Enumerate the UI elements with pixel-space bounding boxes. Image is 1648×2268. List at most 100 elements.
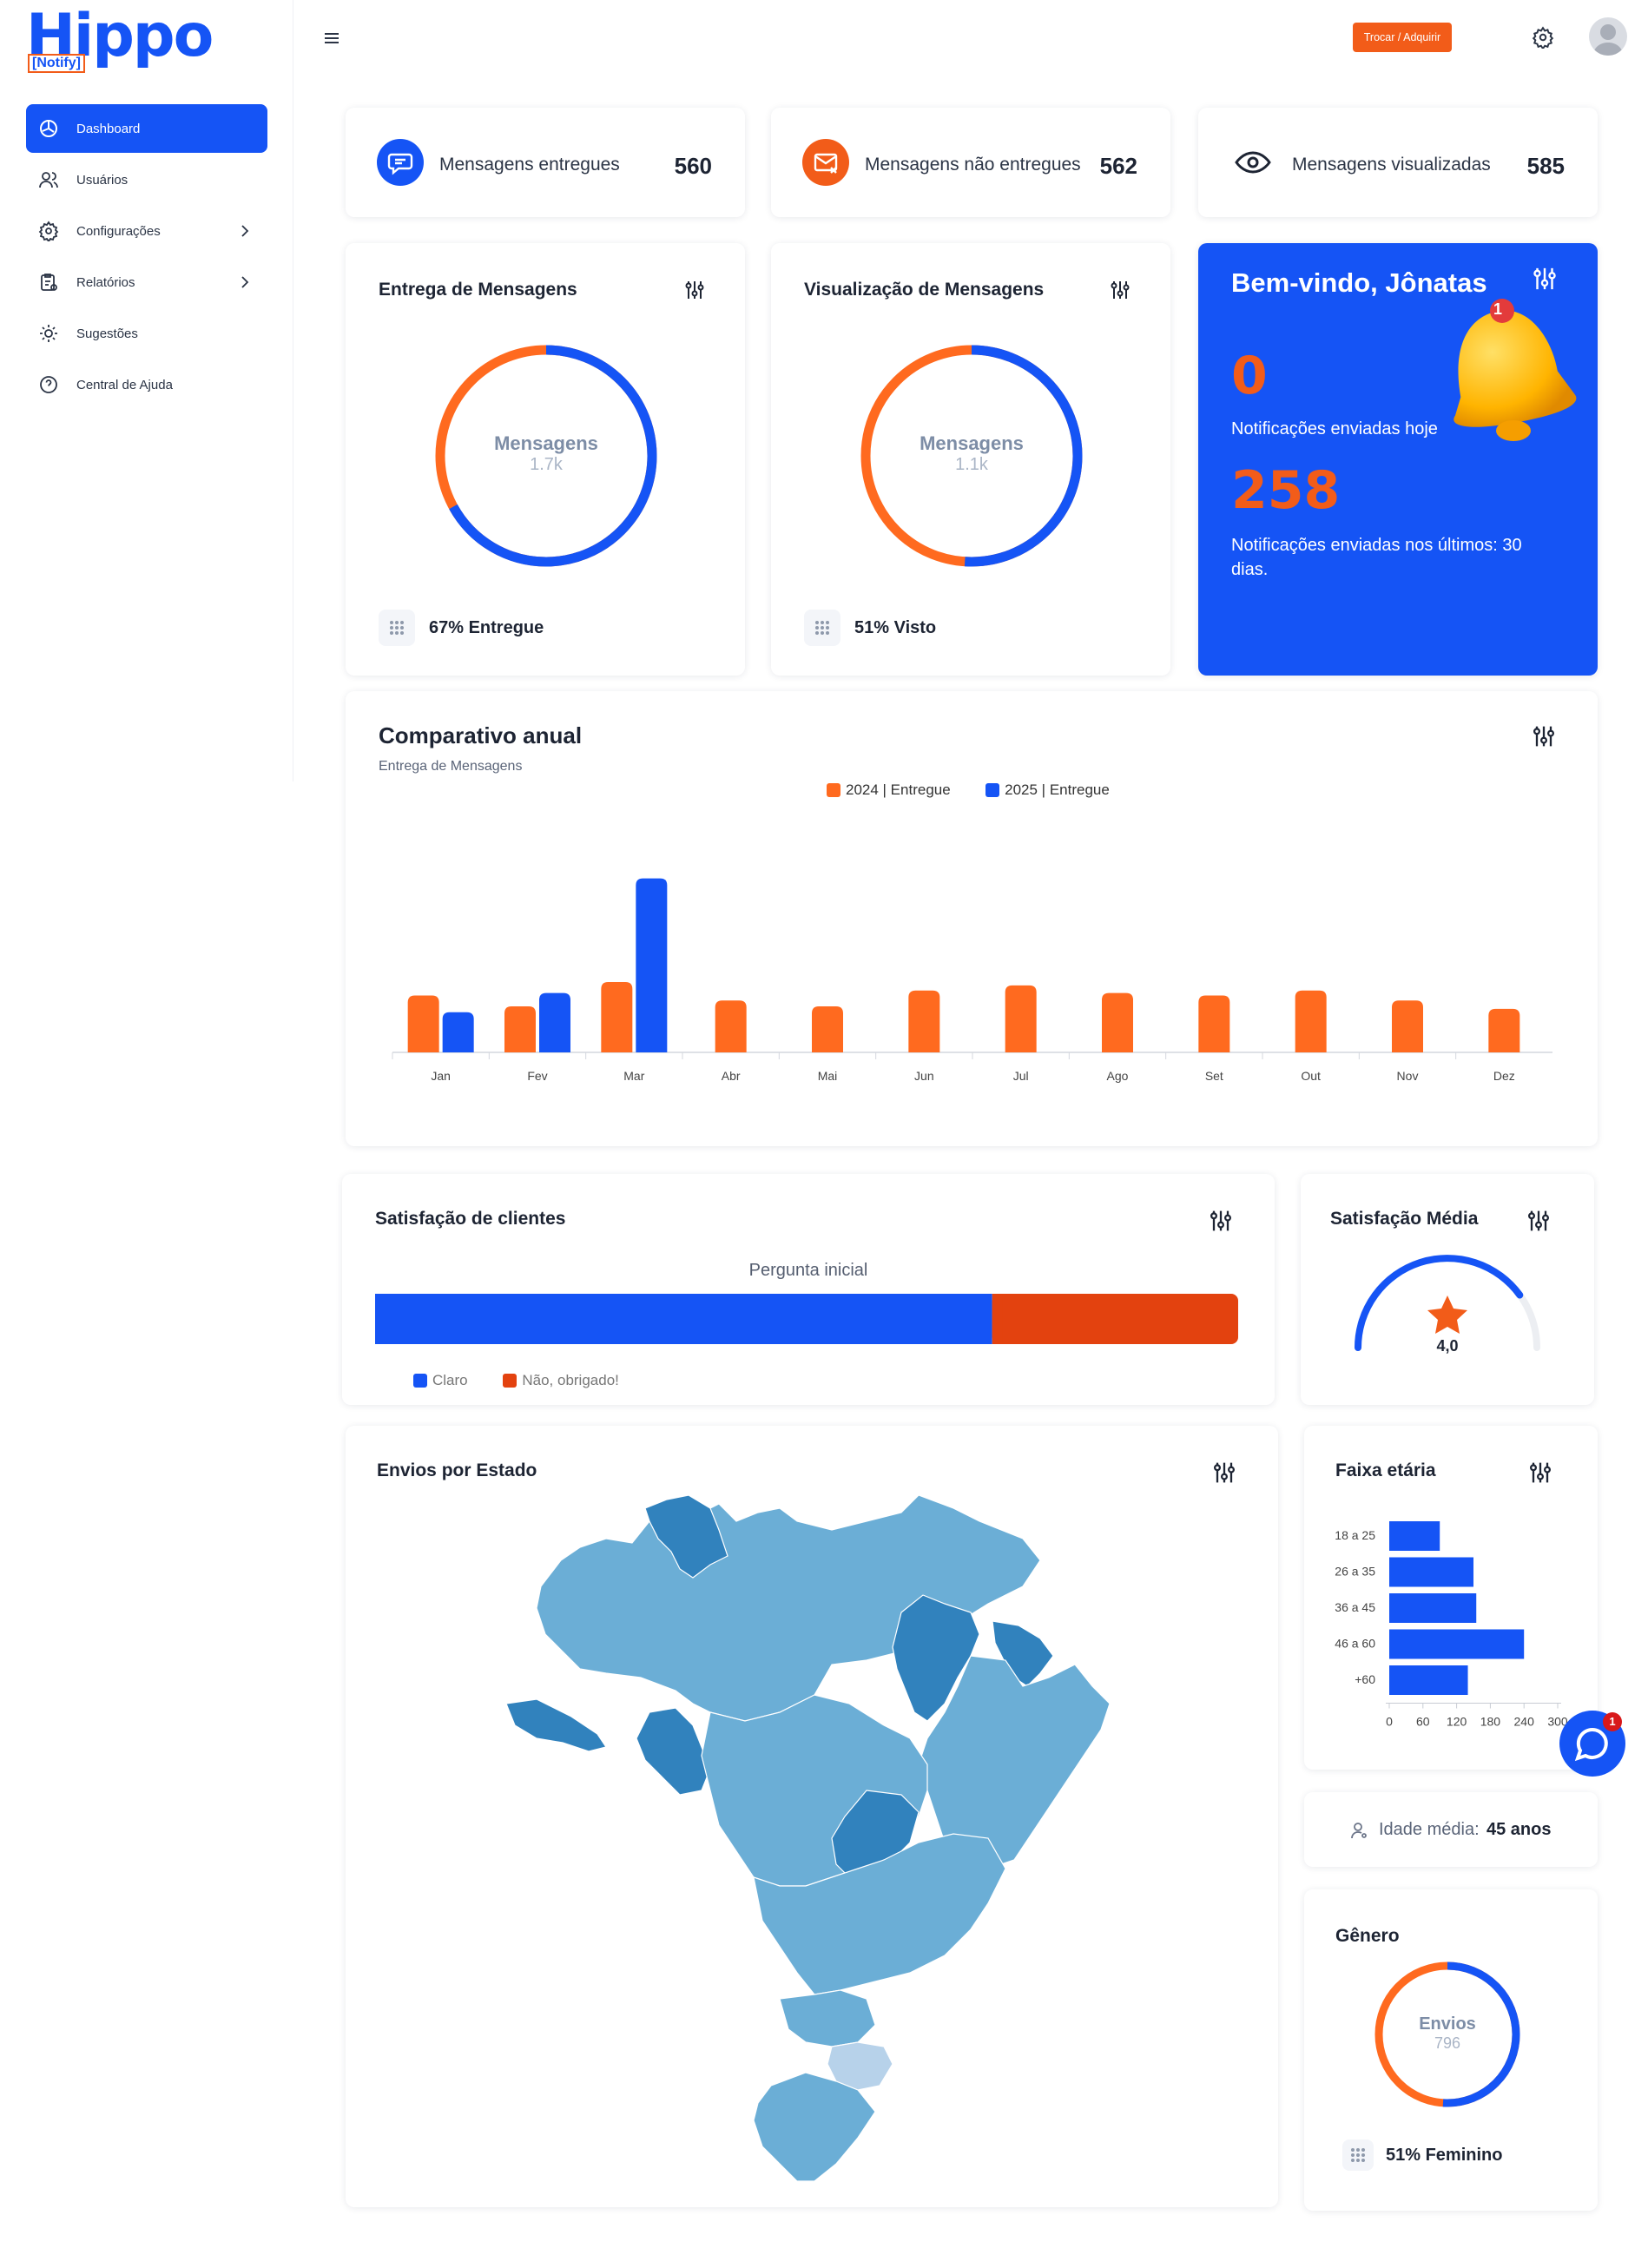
stat-value: 560 bbox=[674, 153, 712, 179]
settings-gear-icon[interactable] bbox=[1532, 26, 1554, 49]
bar[interactable] bbox=[1198, 995, 1230, 1052]
sidebar-item-usuarios[interactable]: Usuários bbox=[26, 155, 267, 204]
bar[interactable] bbox=[1389, 1629, 1525, 1659]
x-tick-label: Mar bbox=[623, 1069, 644, 1083]
bar[interactable] bbox=[601, 982, 633, 1052]
filter-settings-icon[interactable] bbox=[1526, 1459, 1554, 1487]
bar[interactable] bbox=[1005, 985, 1037, 1052]
legend-item[interactable]: Claro bbox=[413, 1372, 468, 1389]
map-region-rondonia[interactable] bbox=[636, 1707, 711, 1796]
x-tick-label: 180 bbox=[1480, 1715, 1501, 1729]
bar[interactable] bbox=[1392, 1000, 1423, 1052]
avg-age-card: Idade média: 45 anos bbox=[1304, 1792, 1598, 1867]
age-bar-chart: 18 a 25 26 a 35 36 a 45 46 a 60 +60 0 60 120 180… bbox=[1335, 1521, 1568, 1729]
sidebar-item-central-ajuda[interactable]: Central de Ajuda bbox=[26, 360, 267, 409]
x-tick-label: Dez bbox=[1493, 1069, 1515, 1083]
filter-settings-icon[interactable] bbox=[1207, 1207, 1235, 1235]
sidebar-item-relatorios[interactable]: Relatórios bbox=[26, 258, 267, 307]
gender-donut: Envios 796 bbox=[1374, 1961, 1521, 2108]
filter-settings-icon[interactable] bbox=[1525, 1207, 1552, 1235]
menu-icon[interactable] bbox=[321, 28, 342, 49]
bar[interactable] bbox=[442, 1012, 474, 1052]
views-card: Visualização de Mensagens Mensagens 1.1k… bbox=[771, 243, 1170, 676]
bar[interactable] bbox=[1389, 1521, 1440, 1551]
legend-item[interactable]: 2024 | Entregue bbox=[827, 781, 951, 799]
x-tick-label: Nov bbox=[1397, 1069, 1419, 1083]
bar[interactable] bbox=[636, 878, 668, 1052]
age-card: Faixa etária 18 a 25 26 a 35 36 a 45 46 a 6… bbox=[1304, 1426, 1598, 1770]
bar[interactable] bbox=[1295, 990, 1327, 1052]
map-region-ceara[interactable] bbox=[992, 1620, 1054, 1687]
avatar[interactable] bbox=[1589, 17, 1627, 56]
filter-settings-icon[interactable] bbox=[1108, 278, 1132, 302]
y-tick-label: 26 a 35 bbox=[1335, 1565, 1375, 1579]
legend-label: Não, obrigado! bbox=[522, 1372, 619, 1388]
users-icon bbox=[39, 172, 58, 188]
sidebar-item-configuracoes[interactable]: Configurações bbox=[26, 207, 267, 255]
filter-settings-icon[interactable] bbox=[1530, 722, 1558, 750]
chart-legend: 2024 | Entregue 2025 | Entregue bbox=[827, 781, 1141, 801]
stat-card-undelivered: Mensagens não entregues 562 bbox=[771, 108, 1170, 217]
bell-badge: 1 bbox=[1493, 300, 1503, 318]
map-region-acre[interactable] bbox=[505, 1698, 607, 1752]
help-icon bbox=[40, 376, 57, 393]
logo[interactable]: Hippo [Notify] bbox=[26, 0, 214, 78]
legend-item[interactable]: 2025 | Entregue bbox=[986, 781, 1110, 799]
sidebar-item-sugestoes[interactable]: Sugestões bbox=[26, 309, 267, 358]
avg-age-label: Idade média: bbox=[1379, 1820, 1480, 1839]
bar[interactable] bbox=[812, 1006, 843, 1052]
stacked-bar-segment[interactable] bbox=[992, 1294, 1238, 1344]
bar[interactable] bbox=[715, 1000, 747, 1052]
legend-item[interactable]: Não, obrigado! bbox=[503, 1372, 619, 1389]
bar[interactable] bbox=[539, 992, 570, 1052]
bar[interactable] bbox=[1389, 1557, 1473, 1587]
plan-button[interactable]: Trocar / Adquirir plano bbox=[1353, 23, 1452, 73]
sidebar-item-label: Configurações bbox=[76, 223, 161, 239]
card-title: Satisfação Média bbox=[1330, 1209, 1479, 1229]
stacked-bar-segment[interactable] bbox=[375, 1294, 992, 1344]
sidebar-item-label: Relatórios bbox=[76, 274, 135, 290]
donut-value: 796 bbox=[1434, 2034, 1461, 2052]
bar[interactable] bbox=[908, 990, 940, 1052]
map-region-roraima[interactable] bbox=[644, 1494, 728, 1579]
stat-value: 562 bbox=[1099, 153, 1137, 179]
x-tick-label: 60 bbox=[1416, 1715, 1430, 1729]
donut-label: Envios bbox=[1419, 2014, 1476, 2034]
views-percent: 51% Visto bbox=[854, 617, 937, 637]
views-donut: Mensagens 1.1k bbox=[858, 342, 1085, 570]
map-region-parana[interactable] bbox=[779, 1989, 876, 2047]
x-tick-label: Set bbox=[1205, 1069, 1223, 1083]
bar[interactable] bbox=[407, 995, 439, 1052]
bar[interactable] bbox=[1488, 1008, 1520, 1052]
sidebar-item-dashboard[interactable]: Dashboard bbox=[26, 104, 267, 153]
map-region-maranhao[interactable] bbox=[892, 1594, 980, 1722]
satisfaction-bar bbox=[375, 1294, 1238, 1344]
report-icon bbox=[41, 274, 57, 291]
legend-label: 2024 | Entregue bbox=[846, 781, 951, 798]
bar[interactable] bbox=[1102, 992, 1133, 1052]
filter-settings-icon[interactable] bbox=[1210, 1459, 1238, 1487]
filter-settings-icon[interactable] bbox=[1530, 264, 1559, 293]
y-tick-label: 18 a 25 bbox=[1335, 1528, 1375, 1542]
bell-icon bbox=[1454, 299, 1577, 441]
map-region-santa-catarina[interactable] bbox=[827, 2041, 893, 2091]
user-icon bbox=[1351, 1823, 1367, 1839]
map-region-rio-grande-do-sul[interactable] bbox=[753, 2072, 876, 2182]
today-value: 0 bbox=[1231, 346, 1268, 406]
map-region-north[interactable] bbox=[536, 1494, 1041, 1722]
map-region-southeast[interactable] bbox=[753, 1833, 1006, 1995]
bar[interactable] bbox=[504, 1006, 536, 1052]
sidebar-nav: Dashboard Usuários Configurações Relatór… bbox=[26, 104, 267, 412]
bar[interactable] bbox=[1389, 1665, 1468, 1695]
donut-value: 1.7k bbox=[530, 455, 563, 474]
stat-label: Mensagens entregues bbox=[439, 155, 620, 175]
question-label: Pergunta inicial bbox=[748, 1261, 868, 1280]
gauge-value-arc bbox=[1355, 1255, 1524, 1351]
filter-settings-icon[interactable] bbox=[682, 278, 707, 302]
avg-satisfaction-card: Satisfação Média 4,0 bbox=[1301, 1174, 1594, 1405]
eye-icon bbox=[1229, 139, 1276, 186]
donut-value: 1.1k bbox=[955, 455, 988, 474]
delivery-donut: Mensagens 1.7k bbox=[432, 342, 660, 570]
bar[interactable] bbox=[1389, 1593, 1477, 1623]
dashboard-icon bbox=[40, 120, 57, 137]
